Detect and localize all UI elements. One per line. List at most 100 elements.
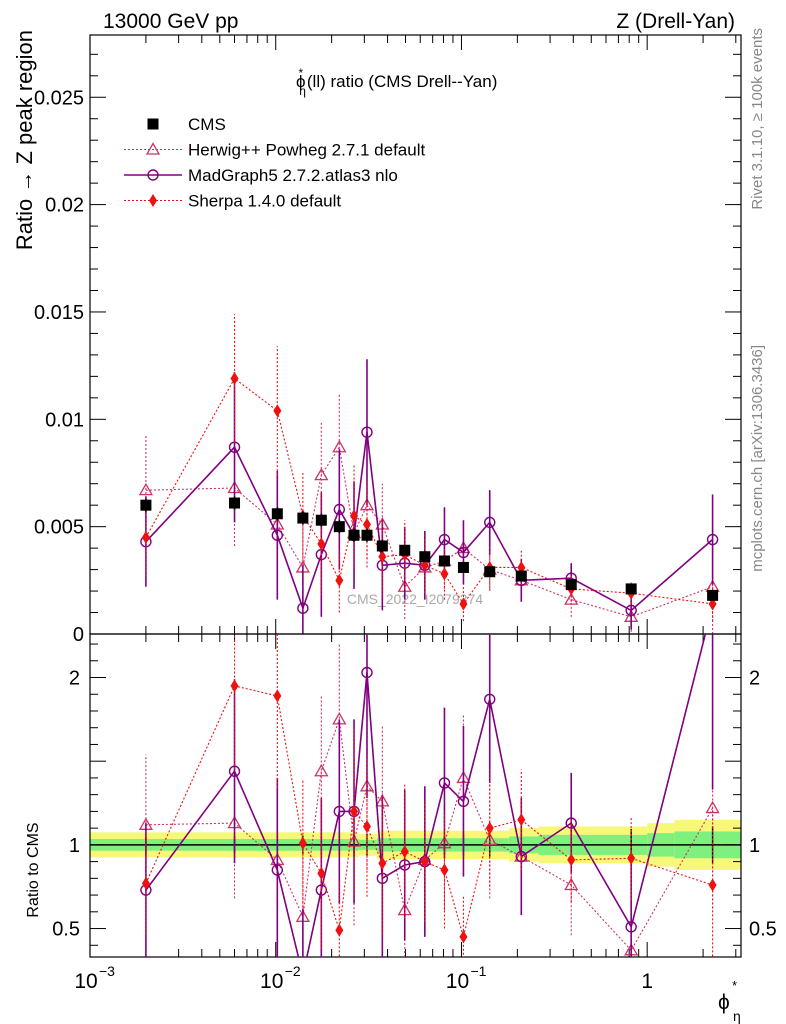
main-point-cms [419, 551, 431, 563]
ratio-point-sherpa [230, 679, 239, 693]
main-point-cms [297, 512, 309, 524]
analysis-watermark: CMS_2022_I2079374 [347, 591, 483, 607]
main-point-cms [515, 570, 527, 582]
xlabel-star: * [732, 978, 737, 993]
ratio-ylabel: Ratio to CMS [25, 822, 42, 917]
ratio-point-sherpa [485, 821, 494, 835]
main-point-sherpa [273, 404, 282, 418]
ratio-line-sherpa [145, 685, 713, 940]
ratio-point-sherpa [317, 866, 326, 880]
legend-marker-sherpa [149, 194, 157, 207]
main-point-herwig [138, 482, 154, 496]
mcplots-label: mcplots.cern.ch [arXiv:1306.3436] [749, 345, 766, 572]
main-point-cms [565, 579, 577, 591]
ratio-panel: 0.5 0.51 12 210 −3 10 −2 10 −1 1 [52, 633, 777, 993]
main-point-madgraph [625, 604, 637, 617]
rivet-label: Rivet 3.1.10, ≥ 100k events [749, 28, 766, 210]
ratio-point-sherpa [141, 876, 150, 890]
main-ytick-label: 0.025 [34, 87, 84, 109]
legend-marker-cms [147, 118, 159, 130]
ratio-point-sherpa [420, 855, 429, 869]
main-point-cms [333, 521, 345, 533]
x-tick-label: 1 [641, 970, 653, 993]
ratio-point-sherpa [627, 851, 636, 865]
ratio-point-sherpa [298, 836, 307, 850]
main-line-herwig [145, 445, 713, 618]
xlabel-eta: η [733, 1008, 741, 1024]
ratio-frame [89, 633, 742, 958]
main-point-cms [271, 508, 283, 520]
ratio-point-madgraph [361, 666, 373, 679]
ratio-point-herwig [482, 832, 497, 845]
legend-label-cms: CMS [188, 115, 226, 134]
ratio-ytick-label: 0.5 [52, 919, 80, 941]
main-point-sherpa [440, 567, 449, 581]
main-point-cms [457, 561, 469, 573]
ratio-ytick-label: 1 [69, 835, 80, 857]
main-ytick-label: 0.005 [34, 517, 84, 539]
title-star: * [299, 66, 304, 80]
ratio-point-sherpa [440, 863, 449, 877]
ratio-point-sherpa [335, 923, 344, 937]
ratio-point-herwig [314, 763, 329, 777]
ratio-line-herwig [145, 719, 714, 952]
main-point-cms [315, 514, 327, 526]
main-point-madgraph [333, 503, 346, 516]
x-tick-label: 10 [446, 970, 469, 993]
main-ylabel: Ratio → Z peak region [12, 30, 37, 250]
header-left: 13000 GeV pp [103, 10, 238, 33]
ratio-point-sherpa [517, 813, 526, 827]
ratio-point-sherpa [400, 845, 409, 859]
ratio-line-madgraph [145, 634, 707, 957]
ratio-point-sherpa [273, 689, 282, 703]
ratio-point-madgraph [228, 765, 241, 777]
main-point-cms [376, 540, 388, 552]
legend-label-sherpa: Sherpa 1.4.0 default [188, 192, 341, 211]
main-point-herwig [314, 467, 329, 481]
ratio-point-sherpa [708, 878, 717, 892]
main-point-madgraph [297, 602, 309, 614]
main-point-sherpa [230, 372, 239, 386]
main-point-cms [361, 529, 373, 541]
ratio-ytick-label: 2 [69, 668, 80, 690]
title-rest: (ll) ratio (CMS Drell--Yan) [307, 72, 497, 91]
main-point-sherpa [378, 550, 387, 564]
main-point-cms [484, 566, 496, 578]
ratio-point-madgraph [271, 864, 284, 876]
ratio-point-madgraph [625, 921, 637, 933]
x-tick-exponent: −3 [99, 963, 115, 979]
main-point-madgraph [271, 529, 284, 541]
ratio-point-sherpa [350, 804, 359, 818]
main-point-madgraph [457, 546, 470, 559]
main-point-sherpa [350, 509, 359, 523]
main-line-sherpa [145, 377, 713, 605]
main-point-madgraph [484, 516, 496, 529]
title-phi: ϕ [296, 72, 306, 91]
main-point-cms [140, 499, 152, 511]
legend-marker-madgraph [147, 169, 159, 181]
ratio-ytick-label-right: 2 [749, 668, 760, 690]
main-point-cms [707, 589, 719, 601]
main-point-madgraph [706, 533, 719, 546]
main-point-sherpa [141, 530, 150, 544]
ratio-point-sherpa [459, 930, 468, 944]
main-series-cms [140, 496, 719, 601]
x-tick-exponent: −2 [285, 963, 301, 979]
main-ytick-label: 0 [73, 624, 84, 646]
main-line-madgraph [145, 432, 714, 612]
xlabel-phi: ϕ [718, 991, 730, 1014]
legend-label-madgraph: MadGraph5 2.7.2.atlas3 nlo [188, 166, 398, 185]
main-point-cms [625, 583, 637, 595]
main-point-cms [348, 529, 360, 541]
x-tick-label: 10 [74, 970, 97, 993]
title-eta: η [299, 84, 306, 98]
x-axis-title: ϕ [718, 991, 730, 1014]
legend: CMS Herwig++ Powheg 2.7.1 default MadGraph… [124, 115, 425, 211]
main-point-cms [229, 497, 241, 509]
main-point-sherpa [362, 518, 371, 532]
ratio-point-madgraph [438, 777, 451, 789]
main-point-sherpa [335, 573, 344, 587]
header-right: Z (Drell-Yan) [616, 10, 735, 33]
main-point-herwig [564, 592, 579, 605]
